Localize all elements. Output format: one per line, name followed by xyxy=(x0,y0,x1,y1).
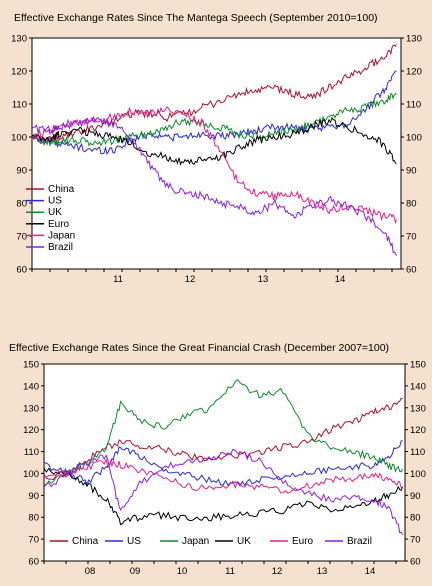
chart-1-ytick-label-left: 110 xyxy=(12,100,27,111)
chart-2-ytick-label-left: 130 xyxy=(23,403,39,414)
chart-1-legend-label-us: US xyxy=(48,196,62,207)
chart-1-series-line-japan xyxy=(31,106,397,225)
chart-2-series-line-us xyxy=(43,440,403,487)
chart-1-ytick-label-right: 110 xyxy=(406,100,421,111)
chart-2-series-line-japan xyxy=(43,379,404,486)
chart-2-ytick-label-right: 80 xyxy=(410,513,421,524)
chart-2-legend-label-japan: Japan xyxy=(182,536,209,547)
chart-1-legend-label-japan: Japan xyxy=(48,230,75,241)
chart-2-ytick-label-right: 130 xyxy=(410,403,426,414)
chart-1-ytick-label-right: 90 xyxy=(406,166,417,177)
chart-2-ytick-label-right: 110 xyxy=(410,447,425,458)
chart-2-ytick-label-right: 140 xyxy=(410,381,426,392)
chart-2-xtick-label: 09 xyxy=(130,566,141,577)
chart-2-ytick-label-right: 70 xyxy=(410,535,421,546)
chart-2-series-line-uk xyxy=(43,467,404,526)
chart-2-ytick-label-left: 150 xyxy=(23,360,39,371)
chart-1-series-line-us xyxy=(31,70,397,156)
chart-1-ytick-label-right: 120 xyxy=(406,67,422,78)
chart-1-legend-label-brazil: Brazil xyxy=(48,242,73,253)
chart-1-legend-label-china: China xyxy=(48,184,75,195)
chart-2-xtick-label: 11 xyxy=(225,566,235,577)
chart-2-ytick-label-left: 100 xyxy=(23,469,39,480)
chart-1-ytick-label-left: 100 xyxy=(11,133,27,144)
chart-2-xtick-label: 14 xyxy=(365,566,376,577)
chart-1-ytick-label-left: 130 xyxy=(11,34,27,45)
chart-2-legend-label-us: US xyxy=(127,536,141,547)
chart-2-series-line-euro xyxy=(43,457,403,494)
chart-2-title: Effective Exchange Rates Since the Great… xyxy=(9,342,389,354)
chart-2-ytick-label-left: 140 xyxy=(23,381,39,392)
chart-1-xtick-label: 13 xyxy=(258,274,269,285)
chart-1-series-line-uk xyxy=(31,92,397,147)
chart-1-series-line-euro xyxy=(31,116,397,166)
chart-2-legend-label-china: China xyxy=(72,536,99,547)
chart-1-title: Effective Exchange Rates Since The Mante… xyxy=(14,12,378,24)
chart-1-ytick-label-right: 80 xyxy=(406,199,417,210)
chart-2-ytick-label-right: 150 xyxy=(410,360,426,371)
chart-1-ytick-label-left: 70 xyxy=(16,232,27,243)
chart-2-ytick-label-left: 70 xyxy=(28,535,39,546)
chart-2-ytick-label-left: 60 xyxy=(28,557,39,568)
chart-1-ytick-label-left: 80 xyxy=(16,199,27,210)
chart-1-ytick-label-left: 90 xyxy=(16,166,27,177)
chart-2-ytick-label-left: 80 xyxy=(28,513,39,524)
chart-2-xtick-label: 13 xyxy=(317,566,328,577)
chart-1-ytick-label-right: 100 xyxy=(406,133,422,144)
chart-2-legend-label-euro: Euro xyxy=(292,536,314,547)
chart-1-legend-label-euro: Euro xyxy=(48,219,70,230)
chart-1-ytick-label-left: 120 xyxy=(11,67,27,78)
chart-1-xtick-label: 12 xyxy=(185,274,196,285)
chart-2-xtick-label: 12 xyxy=(272,566,283,577)
chart-2-series-line-china xyxy=(43,397,403,480)
chart-1-plot-area xyxy=(31,37,402,270)
chart-1-xtick-label: 11 xyxy=(113,274,123,285)
chart-2-xtick-label: 10 xyxy=(177,566,188,577)
chart-1-xtick-label: 14 xyxy=(335,274,346,285)
chart-2-ytick-label-left: 120 xyxy=(23,425,39,436)
chart-2-plot-area xyxy=(43,363,406,562)
chart-1-ytick-label-left: 60 xyxy=(16,265,27,276)
chart-1-ytick-label-right: 130 xyxy=(406,34,422,45)
chart-2-ytick-label-left: 110 xyxy=(24,447,39,458)
chart-2-series-line-brazil xyxy=(43,448,404,535)
chart-2-ytick-label-right: 100 xyxy=(410,469,426,480)
chart-1-ytick-label-right: 60 xyxy=(406,265,417,276)
chart-2-legend-label-uk: UK xyxy=(237,536,251,547)
chart-2-legend-label-brazil: Brazil xyxy=(347,536,372,547)
chart-2-xtick-label: 08 xyxy=(85,566,96,577)
chart-1-legend-label-uk: UK xyxy=(48,207,62,218)
chart-1-series-line-brazil xyxy=(31,115,397,257)
chart-2-ytick-label-right: 90 xyxy=(410,491,421,502)
chart-2-ytick-label-right: 120 xyxy=(410,425,426,436)
chart-1-ytick-label-right: 70 xyxy=(406,232,417,243)
chart-1-series-line-china xyxy=(31,44,397,145)
chart-2-ytick-label-left: 90 xyxy=(28,491,39,502)
chart-2-ytick-label-right: 60 xyxy=(410,557,421,568)
